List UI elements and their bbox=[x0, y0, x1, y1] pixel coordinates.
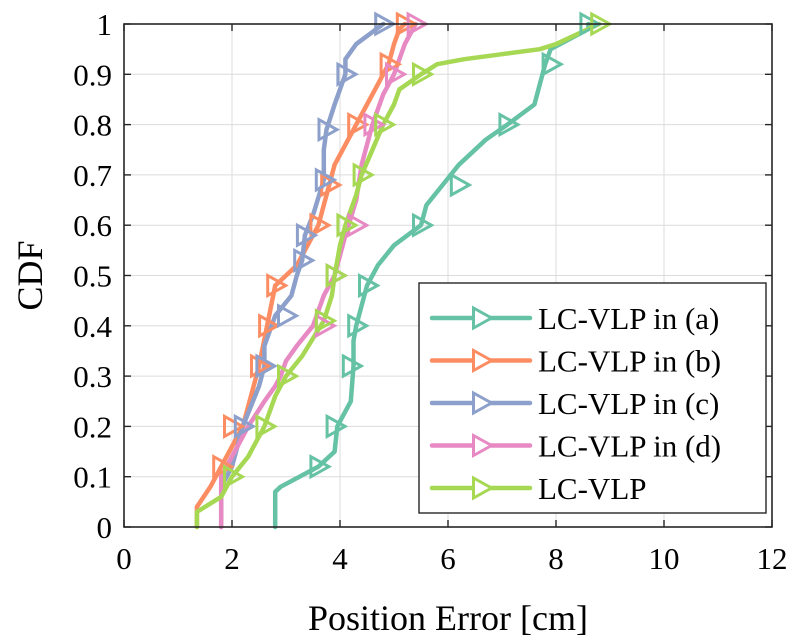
y-tick-label: 1 bbox=[97, 7, 113, 42]
x-tick-label: 10 bbox=[649, 541, 680, 576]
series-4-marker bbox=[385, 61, 408, 87]
series-5-line bbox=[194, 21, 602, 530]
series-2-marker bbox=[266, 273, 289, 299]
legend-item-5: LC-VLP bbox=[429, 471, 647, 506]
y-tick-label: 0.3 bbox=[73, 359, 112, 394]
y-tick-label: 0.5 bbox=[73, 259, 112, 294]
series-5-marker bbox=[314, 308, 338, 334]
series-3-marker bbox=[317, 117, 341, 143]
series-1-marker bbox=[449, 172, 473, 198]
series-1-marker bbox=[309, 454, 332, 480]
series-1-marker bbox=[541, 51, 565, 77]
x-tick-labels: 0 2 4 6 8 10 12 bbox=[116, 541, 787, 576]
series-2-line bbox=[194, 21, 408, 530]
y-tick-label: 0.4 bbox=[73, 309, 112, 344]
legend-label: LC-VLP in (a) bbox=[538, 301, 719, 336]
y-tick-label: 0.7 bbox=[73, 158, 112, 193]
series-5-marker bbox=[325, 262, 349, 289]
series-5-marker bbox=[277, 363, 300, 389]
series-5-marker bbox=[255, 413, 278, 439]
series-5-marker bbox=[336, 212, 359, 238]
series-1-line bbox=[272, 21, 591, 530]
series-4-line bbox=[218, 21, 418, 530]
x-tick-label: 0 bbox=[116, 541, 132, 576]
x-tick-label: 12 bbox=[757, 541, 788, 576]
series-1-marker bbox=[325, 413, 349, 439]
x-tick-label: 6 bbox=[440, 541, 456, 576]
y-tick-label: 0.6 bbox=[73, 208, 112, 243]
y-axis-title: CDF bbox=[10, 240, 50, 310]
series-3-marker bbox=[293, 247, 316, 273]
series-3-marker bbox=[233, 413, 257, 439]
series-5-marker bbox=[374, 112, 397, 138]
x-tick-label: 2 bbox=[224, 541, 240, 576]
series-3-marker bbox=[255, 353, 278, 379]
series-5-marker bbox=[352, 162, 376, 188]
legend-label: LC-VLP in (d) bbox=[538, 429, 721, 464]
legend-label: LC-VLP in (b) bbox=[538, 344, 721, 379]
legend-swatch-marker bbox=[472, 305, 495, 331]
series-2-marker bbox=[309, 212, 332, 238]
y-tick-labels: 0 0.1 0.2 0.3 0.4 0.5 0.6 0.7 0.8 0.9 1 bbox=[73, 7, 112, 545]
y-tick-label: 0.2 bbox=[73, 409, 112, 444]
series-2-marker bbox=[250, 353, 273, 379]
axis-ticks bbox=[123, 23, 773, 528]
legend-swatch-marker bbox=[472, 475, 495, 501]
series-1-marker bbox=[341, 353, 365, 379]
series-1-marker bbox=[412, 212, 435, 238]
series-1-marker bbox=[498, 112, 521, 138]
legend-label: LC-VLP bbox=[538, 471, 647, 506]
legend-swatch-marker bbox=[472, 432, 495, 459]
series-4-marker bbox=[347, 212, 370, 238]
legend-label: LC-VLP in (c) bbox=[538, 386, 719, 421]
series-4-marker bbox=[363, 112, 386, 138]
series-5-marker bbox=[412, 61, 435, 87]
legend-item-2: LC-VLP in (b) bbox=[429, 344, 721, 379]
legend-item-4: LC-VLP in (d) bbox=[429, 429, 721, 464]
series-3-marker bbox=[314, 167, 338, 193]
series-2-marker bbox=[379, 51, 403, 77]
legend-item-1: LC-VLP in (a) bbox=[429, 301, 719, 336]
x-tick-label: 8 bbox=[548, 541, 564, 576]
legend: LC-VLP in (a) LC-VLP in (b) LC-VLP in (c) L… bbox=[418, 282, 767, 514]
x-tick-label: 4 bbox=[332, 541, 348, 576]
y-tick-label: 0 bbox=[97, 510, 113, 545]
legend-items: LC-VLP in (a) LC-VLP in (b) LC-VLP in (c) L… bbox=[429, 301, 721, 506]
series-2-marker bbox=[320, 172, 343, 198]
series-2-marker bbox=[347, 112, 370, 138]
y-tick-label: 0.1 bbox=[73, 460, 112, 495]
series-2-marker bbox=[258, 313, 281, 339]
series-1-marker bbox=[358, 273, 381, 299]
series-5-marker bbox=[223, 464, 246, 490]
legend-swatch-marker bbox=[472, 390, 495, 416]
legend-item-3: LC-VLP in (c) bbox=[429, 386, 719, 421]
series-lines bbox=[194, 21, 602, 530]
y-tick-label: 0.8 bbox=[73, 108, 112, 143]
series-3-marker bbox=[295, 222, 319, 248]
series-1-marker bbox=[347, 313, 370, 339]
y-tick-label: 0.9 bbox=[73, 57, 112, 92]
x-axis-title: Position Error [cm] bbox=[308, 598, 588, 638]
legend-swatch-marker bbox=[472, 347, 495, 374]
series-3-marker bbox=[336, 61, 359, 87]
series-2-marker bbox=[212, 454, 235, 480]
series-2-marker bbox=[223, 413, 246, 439]
series-3-marker bbox=[277, 303, 300, 329]
